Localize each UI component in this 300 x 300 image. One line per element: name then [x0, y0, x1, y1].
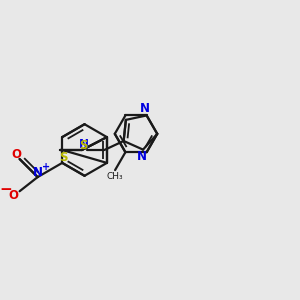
Text: O: O: [11, 148, 22, 161]
Text: S: S: [59, 151, 68, 164]
Text: CH₃: CH₃: [107, 172, 123, 181]
Text: −: −: [0, 182, 13, 197]
Text: O: O: [8, 189, 18, 203]
Text: N: N: [33, 166, 43, 179]
Text: +: +: [42, 162, 50, 172]
Text: N: N: [137, 150, 147, 163]
Text: N: N: [140, 102, 150, 115]
Text: N: N: [79, 138, 89, 151]
Text: S: S: [80, 139, 88, 152]
